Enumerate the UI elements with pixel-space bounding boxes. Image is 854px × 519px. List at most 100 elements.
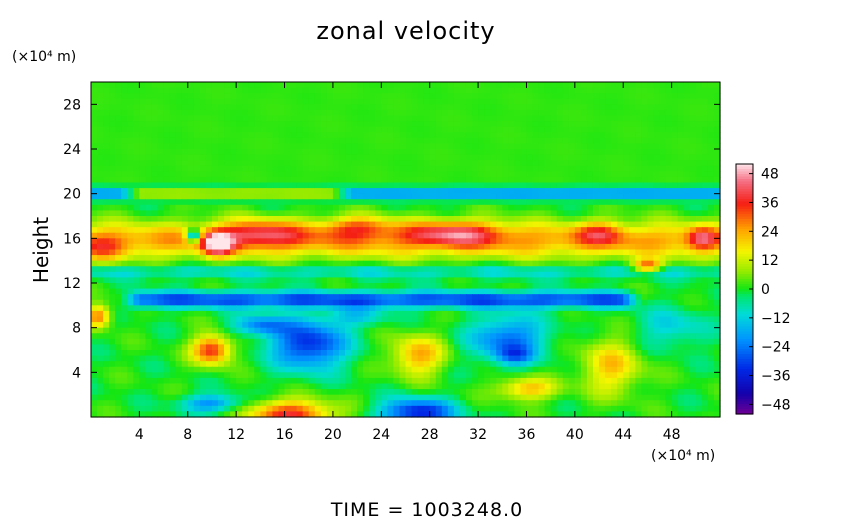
heatmap-cell [169, 93, 177, 100]
heatmap-cell [242, 232, 249, 239]
heatmap-cell [181, 271, 189, 279]
heatmap-cell [405, 322, 413, 329]
heatmap-cell [671, 171, 679, 178]
heatmap-cell [290, 227, 298, 234]
heatmap-cell [218, 121, 225, 128]
heatmap-cell [562, 227, 570, 234]
heatmap-cell [133, 109, 140, 117]
heatmap-cell [139, 305, 147, 312]
heatmap-cell [520, 271, 528, 279]
heatmap-cell [465, 243, 473, 251]
heatmap-cell [441, 322, 449, 329]
heatmap-cell [375, 260, 382, 267]
heatmap-cell [484, 199, 491, 206]
heatmap-cell [163, 132, 171, 139]
heatmap-cell [181, 333, 189, 340]
heatmap-cell [254, 126, 261, 133]
heatmap-cell [254, 109, 261, 117]
heatmap-cell [508, 310, 515, 318]
heatmap-cell [266, 98, 274, 105]
heatmap-cell [514, 137, 522, 145]
heatmap-cell [447, 115, 455, 122]
heatmap-cell [211, 243, 219, 251]
heatmap-cell [605, 327, 612, 334]
heatmap-cell [314, 121, 322, 128]
heatmap-cell [302, 104, 310, 111]
heatmap-cell [211, 204, 219, 212]
heatmap-cell [665, 93, 673, 100]
heatmap-cell [520, 104, 528, 111]
heatmap-cell [205, 333, 213, 340]
heatmap-cell [453, 305, 461, 312]
heatmap-cell [278, 93, 286, 100]
heatmap-cell [465, 109, 473, 117]
heatmap-cell [623, 193, 630, 200]
heatmap-cell [290, 288, 298, 295]
heatmap-cell [562, 149, 570, 156]
heatmap-cell [556, 176, 564, 184]
heatmap-cell [193, 171, 201, 178]
heatmap-cell [91, 260, 98, 267]
heatmap-cell [532, 255, 540, 262]
heatmap-cell [701, 165, 709, 172]
heatmap-cell [611, 98, 618, 105]
heatmap-cell [230, 294, 237, 301]
heatmap-cell [302, 327, 310, 334]
heatmap-cell [599, 137, 606, 145]
heatmap-cell [308, 204, 316, 212]
heatmap-cell [556, 227, 564, 234]
heatmap-cell [363, 199, 370, 206]
heatmap-cell [611, 210, 618, 217]
heatmap-cell [205, 221, 213, 228]
heatmap-cell [345, 204, 352, 212]
heatmap-cell [205, 344, 213, 351]
heatmap-cell [302, 322, 310, 329]
heatmap-cell [169, 288, 177, 295]
heatmap-cell [544, 149, 552, 156]
heatmap-cell [707, 176, 715, 184]
heatmap-cell [187, 193, 195, 200]
heatmap-cell [405, 232, 413, 239]
heatmap-cell [399, 338, 407, 346]
heatmap-cell [465, 299, 473, 306]
heatmap-cell [199, 171, 207, 178]
heatmap-cell [145, 154, 153, 161]
heatmap-cell [332, 143, 340, 150]
heatmap-cell [484, 193, 491, 200]
heatmap-cell [659, 216, 667, 223]
heatmap-cell [308, 115, 316, 122]
heatmap-cell [248, 243, 255, 251]
heatmap-cell [296, 137, 304, 145]
heatmap-cell [490, 204, 497, 212]
heatmap-cell [375, 238, 382, 245]
heatmap-cell [562, 210, 570, 217]
heatmap-cell [599, 216, 606, 223]
heatmap-cell [399, 176, 407, 184]
heatmap-cell [320, 204, 328, 212]
heatmap-cell [677, 271, 685, 279]
heatmap-cell [278, 121, 286, 128]
heatmap-cell [647, 132, 655, 139]
heatmap-cell [568, 271, 576, 279]
heatmap-cell [97, 188, 104, 195]
heatmap-cell [429, 243, 437, 251]
heatmap-cell [302, 182, 310, 189]
heatmap-cell [586, 165, 594, 172]
heatmap-cell [635, 327, 642, 334]
heatmap-cell [574, 210, 582, 217]
heatmap-cell [139, 115, 147, 122]
heatmap-cell [272, 165, 280, 172]
heatmap-cell [193, 154, 201, 161]
heatmap-cell [109, 266, 116, 273]
heatmap-cell [103, 288, 110, 295]
heatmap-cell [326, 299, 334, 306]
heatmap-cell [538, 249, 546, 256]
heatmap-cell [163, 344, 171, 351]
heatmap-cell [145, 182, 153, 189]
heatmap-cell [169, 283, 177, 290]
heatmap-cell [308, 277, 316, 284]
heatmap-cell [332, 266, 340, 273]
heatmap-cell [284, 199, 292, 206]
heatmap-cell [417, 121, 425, 128]
heatmap-cell [345, 87, 352, 94]
